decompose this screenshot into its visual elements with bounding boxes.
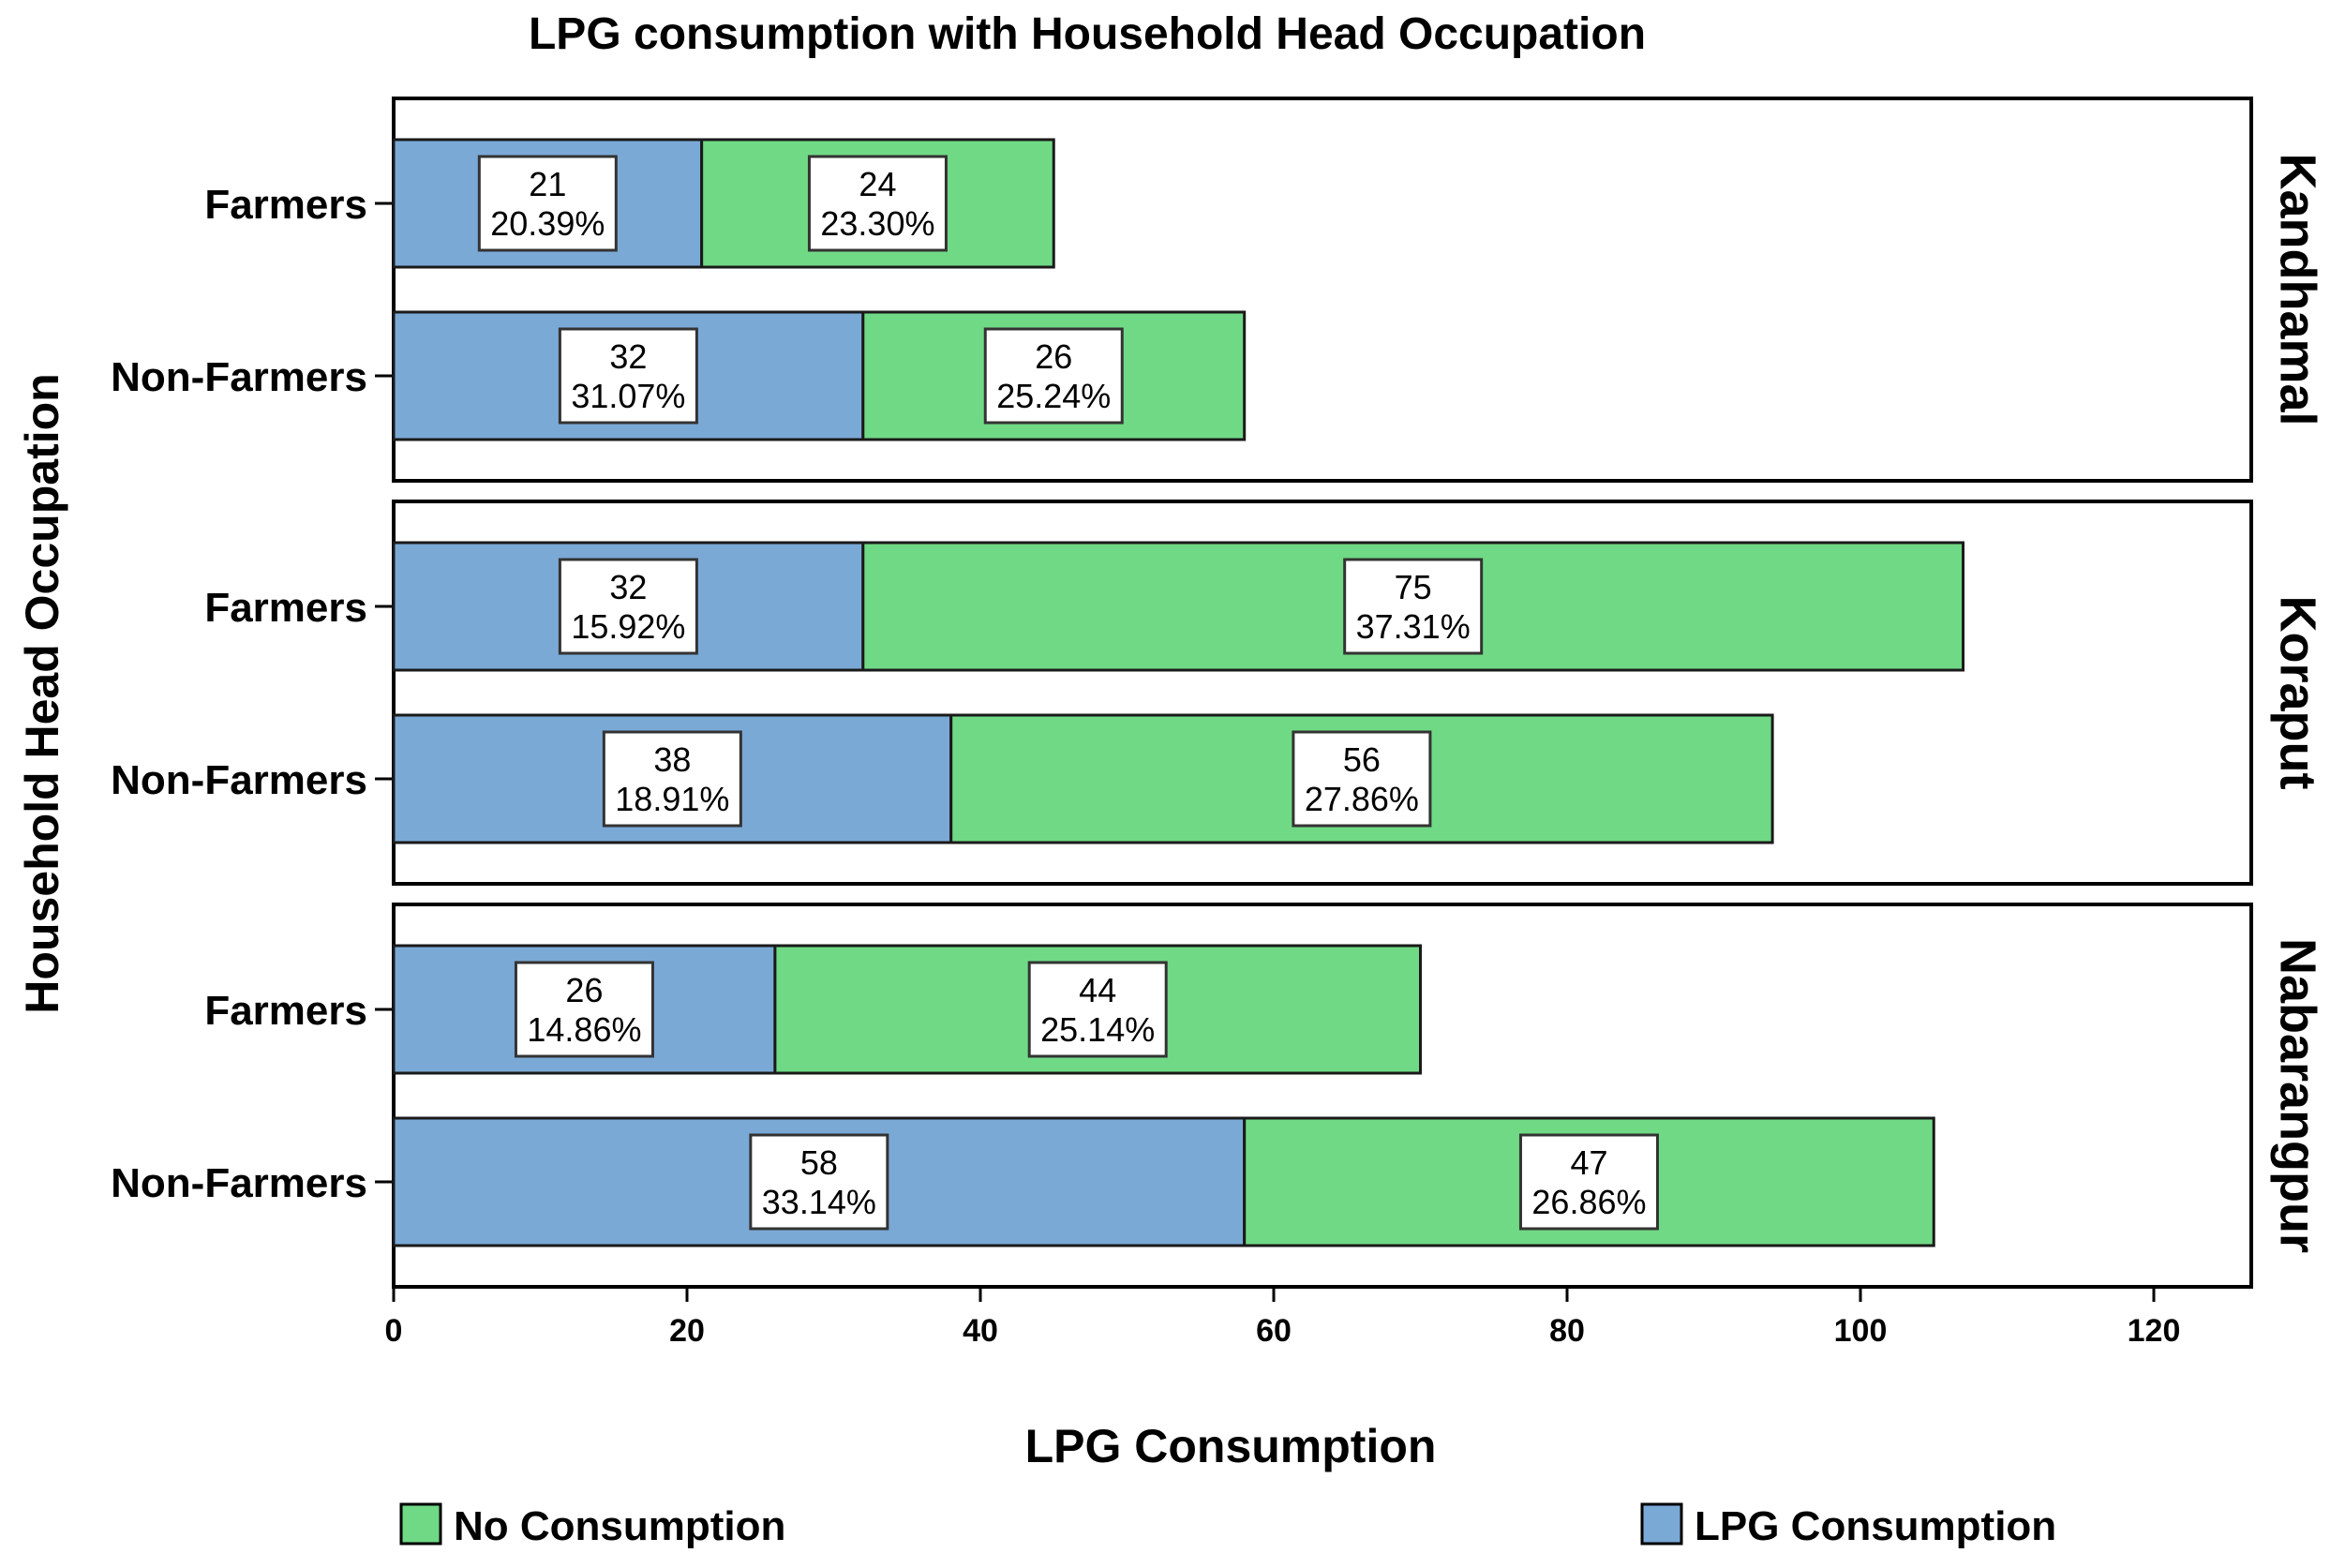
data-label-percent: 18.91% <box>615 780 729 818</box>
data-label-count: 75 <box>1395 568 1432 606</box>
data-label-count: 47 <box>1570 1143 1607 1182</box>
data-label-box <box>1518 1133 1659 1231</box>
data-label-box <box>602 730 742 828</box>
data-label-count: 21 <box>529 165 566 203</box>
x-tick-label: 0 <box>385 1313 403 1349</box>
data-label-percent: 25.14% <box>1040 1010 1155 1049</box>
chart-title: LPG consumption with Household Head Occu… <box>529 9 1646 59</box>
panel-label: Kandhamal <box>2270 153 2326 426</box>
data-label-box <box>558 327 698 425</box>
category-label: Farmers <box>204 988 367 1034</box>
data-label-percent: 37.31% <box>1356 607 1471 646</box>
x-axis-label: LPG Consumption <box>1025 1420 1437 1472</box>
data-label-percent: 23.30% <box>820 204 934 243</box>
legend-label: No Consumption <box>454 1503 785 1549</box>
data-label-box <box>558 558 698 655</box>
data-label-percent: 25.24% <box>996 377 1111 415</box>
legend-label: LPG Consumption <box>1695 1503 2056 1549</box>
data-label-percent: 27.86% <box>1305 780 1419 818</box>
data-label-count: 38 <box>653 740 691 779</box>
data-label-box <box>1027 961 1168 1058</box>
x-tick-label: 100 <box>1834 1313 1888 1349</box>
data-label-box <box>983 327 1124 425</box>
x-tick-label: 20 <box>669 1313 705 1349</box>
data-label-percent: 14.86% <box>527 1010 641 1049</box>
data-label-count: 26 <box>565 971 603 1009</box>
data-label-count: 32 <box>609 568 647 606</box>
data-label-box <box>807 155 948 252</box>
data-label-percent: 15.92% <box>571 607 685 646</box>
data-label-box <box>477 155 618 252</box>
legend-swatch <box>399 1502 442 1546</box>
x-tick-label: 60 <box>1256 1313 1292 1349</box>
data-label-percent: 33.14% <box>762 1183 876 1221</box>
data-label-box <box>514 961 654 1058</box>
data-label-percent: 26.86% <box>1531 1183 1646 1221</box>
category-label: Farmers <box>204 182 367 228</box>
data-label-count: 26 <box>1035 337 1072 376</box>
data-label-percent: 31.07% <box>571 377 685 415</box>
data-label-count: 24 <box>859 165 896 203</box>
data-label-count: 56 <box>1343 740 1381 779</box>
panel-label: Nabarangpur <box>2270 938 2326 1253</box>
data-label-count: 58 <box>800 1143 838 1182</box>
legend-swatch <box>1640 1502 1683 1546</box>
x-tick-label: 40 <box>963 1313 998 1349</box>
category-label: Non-Farmers <box>111 757 367 803</box>
category-label: Non-Farmers <box>111 354 367 400</box>
category-label: Non-Farmers <box>111 1160 367 1206</box>
data-label-box <box>749 1133 889 1231</box>
x-tick-label: 120 <box>2128 1313 2181 1349</box>
category-label: Farmers <box>204 585 367 631</box>
legend: No Consumption LPG Consumption <box>399 1502 2056 1549</box>
x-axis: 0 20 40 60 80 100 120 <box>385 1285 2251 1349</box>
x-tick-label: 80 <box>1549 1313 1585 1349</box>
data-label-count: 44 <box>1079 971 1116 1009</box>
data-label-count: 32 <box>609 337 647 376</box>
y-axis-label: Household Head Occupation <box>16 373 68 1013</box>
data-label-box <box>1292 730 1432 828</box>
panel-label: Koraput <box>2270 596 2326 790</box>
data-label-box <box>1343 558 1484 655</box>
data-label-percent: 20.39% <box>490 204 605 243</box>
